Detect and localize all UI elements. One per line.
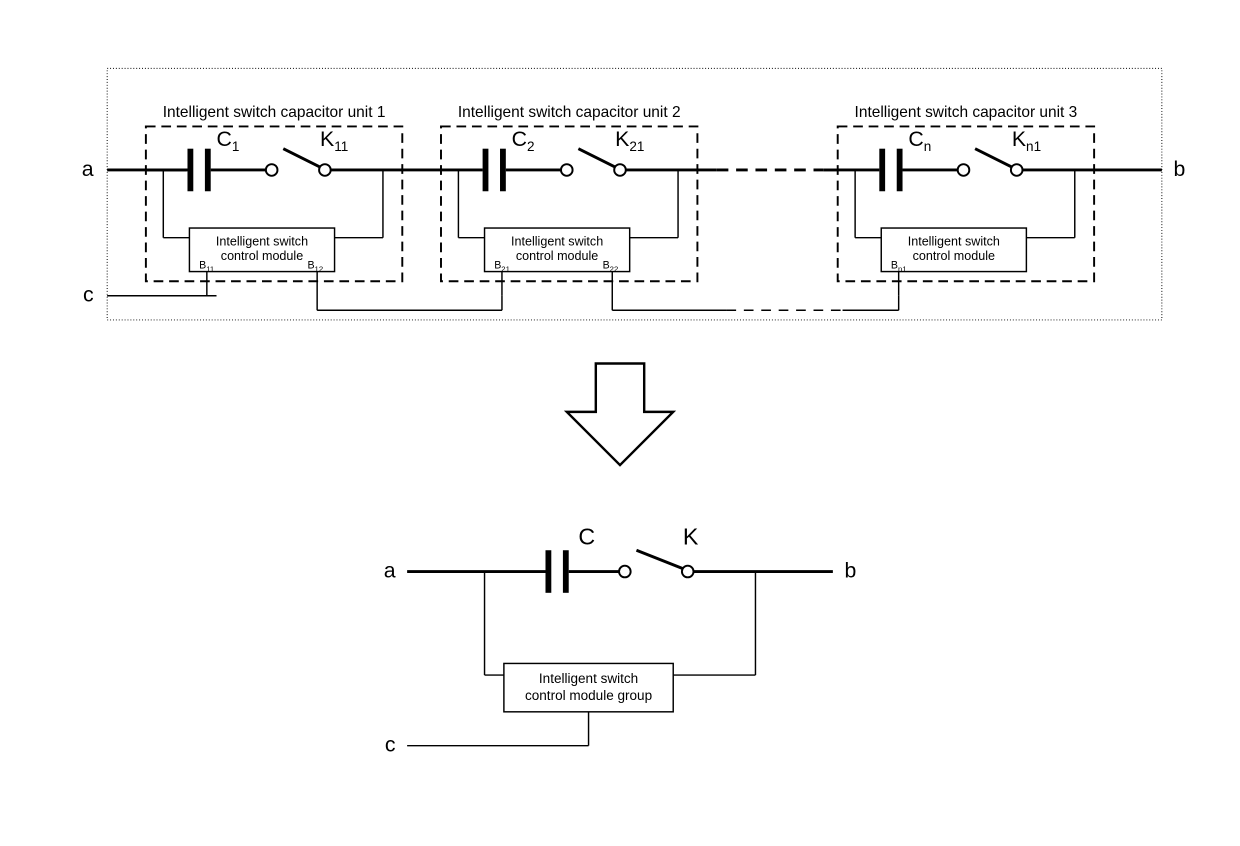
svg-text:control module: control module [516, 249, 598, 263]
unit-3: Intelligent switch capacitor unit 3 Cn Kn1… [838, 104, 1094, 296]
svg-text:K21: K21 [615, 127, 644, 154]
svg-text:Intelligent switch capacitor u: Intelligent switch capacitor unit 2 [458, 104, 681, 121]
svg-text:C1: C1 [217, 127, 240, 154]
svg-text:K: K [683, 523, 699, 549]
svg-text:Intelligent switch: Intelligent switch [511, 234, 603, 248]
unit-1: Intelligent switch capacitor unit 1 C1 K11… [146, 104, 502, 311]
svg-text:C2: C2 [512, 127, 535, 154]
svg-text:Intelligent switch capacitor u: Intelligent switch capacitor unit 1 [163, 104, 386, 121]
svg-text:a: a [82, 157, 94, 181]
unit-2: Intelligent switch capacitor unit 2 C2 K21… [441, 104, 899, 311]
svg-text:control module: control module [913, 249, 995, 263]
svg-text:Cn: Cn [908, 127, 931, 154]
svg-text:Intelligent switch: Intelligent switch [908, 234, 1000, 248]
svg-text:Intelligent switch: Intelligent switch [216, 234, 308, 248]
svg-text:b: b [1173, 157, 1185, 181]
circuit-diagram: a b c Intelligent switch capacitor unit 1 C1… [20, 20, 1220, 826]
svg-text:Intelligent switch: Intelligent switch [539, 671, 638, 686]
svg-text:K11: K11 [320, 127, 348, 154]
svg-text:c: c [385, 732, 396, 756]
svg-text:control module group: control module group [525, 688, 652, 703]
svg-text:b: b [844, 558, 856, 582]
svg-text:control module: control module [221, 249, 303, 263]
svg-text:Intelligent switch capacitor u: Intelligent switch capacitor unit 3 [855, 104, 1078, 121]
svg-text:C: C [578, 523, 595, 549]
svg-text:c: c [83, 283, 94, 307]
svg-text:Kn1: Kn1 [1012, 127, 1041, 154]
svg-text:a: a [384, 558, 396, 582]
down-arrow-icon [567, 363, 673, 465]
